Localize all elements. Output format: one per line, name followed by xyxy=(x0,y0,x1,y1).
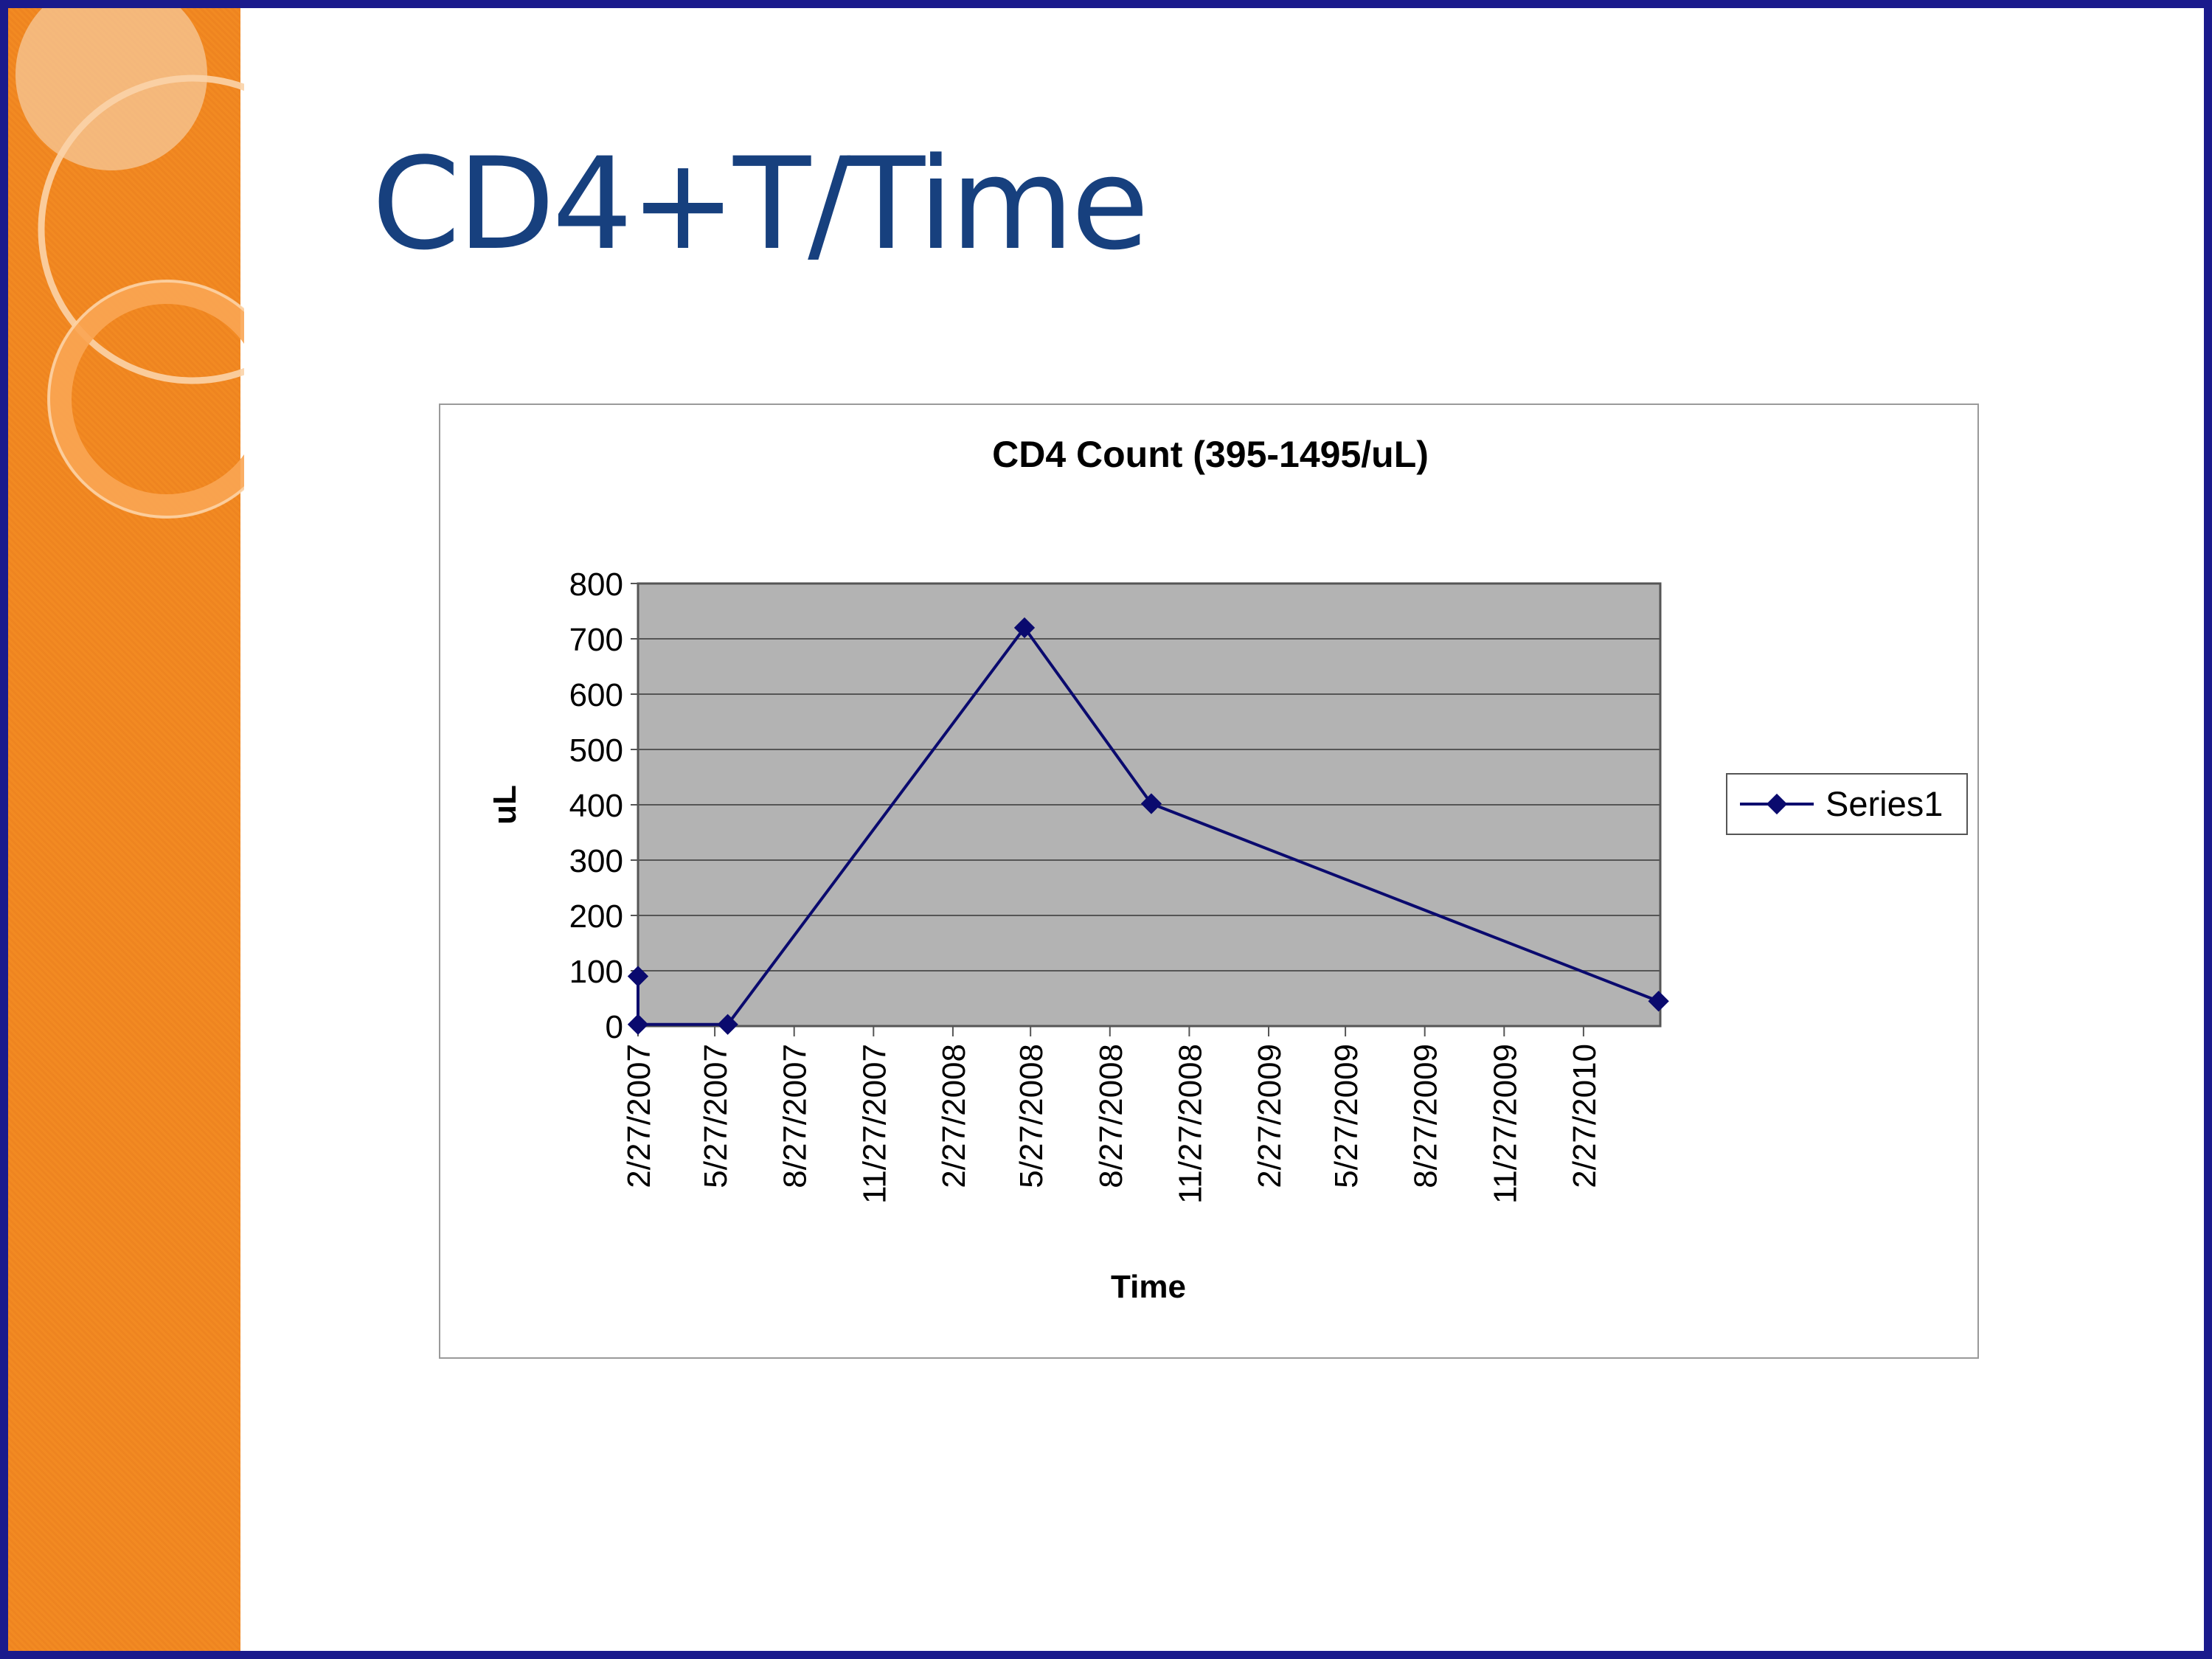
data-point xyxy=(1140,793,1162,814)
data-point xyxy=(1013,617,1036,639)
x-tick-label: 2/27/2010 xyxy=(1567,1044,1603,1188)
x-tick-label: 2/27/2007 xyxy=(621,1044,657,1188)
x-tick-label: 8/27/2007 xyxy=(777,1044,814,1188)
side-decoration xyxy=(15,8,244,519)
y-tick-label: 800 xyxy=(569,567,623,603)
y-tick-label: 700 xyxy=(569,622,623,658)
y-axis-label: uL xyxy=(487,785,523,825)
deco-ring-small-highlight xyxy=(47,280,244,519)
y-tick-label: 600 xyxy=(569,677,623,713)
y-tick-label: 0 xyxy=(606,1009,623,1045)
series-layer xyxy=(627,617,1669,1035)
y-tick-label: 500 xyxy=(569,732,623,769)
y-tick-label: 300 xyxy=(569,843,623,879)
data-point xyxy=(627,966,649,987)
data-point xyxy=(717,1014,738,1035)
x-tick-label: 11/27/2007 xyxy=(856,1044,892,1204)
x-tick-label: 5/27/2008 xyxy=(1013,1044,1050,1188)
y-tick-label: 200 xyxy=(569,898,623,935)
x-tick-label: 2/27/2009 xyxy=(1252,1044,1288,1188)
chart-title: CD4 Count (395-1495/uL) xyxy=(992,434,1429,475)
slide-title: CD4+T/Time xyxy=(372,130,1149,278)
deco-disc xyxy=(15,8,207,170)
x-tick-label: 8/27/2008 xyxy=(1093,1044,1129,1188)
legend-marker-sample xyxy=(1766,793,1788,815)
deco-ring-large xyxy=(38,75,244,384)
y-tick-label: 100 xyxy=(569,954,623,990)
deco-ring-small xyxy=(48,280,244,518)
x-tick-label: 11/27/2008 xyxy=(1172,1044,1208,1204)
y-tick-label: 400 xyxy=(569,788,623,824)
cd4-line-chart: CD4 Count (395-1495/uL) 0 100 200 300 400 500… xyxy=(487,434,1968,1305)
x-tick-label: 2/27/2008 xyxy=(936,1044,972,1188)
data-point xyxy=(627,1014,649,1035)
x-tick-labels: 2/27/2007 5/27/2007 8/27/2007 11/27/2007 2/2… xyxy=(621,1044,1603,1204)
y-tick-labels: 0 100 200 300 400 500 600 700 800 xyxy=(569,567,623,1045)
chart-frame: CD4 Count (395-1495/uL) 0 100 200 300 400 500… xyxy=(439,404,1979,1359)
x-tick-label: 11/27/2009 xyxy=(1487,1044,1523,1204)
x-tick-label: 5/27/2007 xyxy=(698,1044,734,1188)
legend-label: Series1 xyxy=(1826,784,1943,823)
x-axis-label: Time xyxy=(1111,1269,1186,1305)
x-tick-label: 5/27/2009 xyxy=(1328,1044,1365,1188)
x-tick-label: 8/27/2009 xyxy=(1408,1044,1444,1188)
legend: Series1 xyxy=(1726,773,1968,835)
side-band xyxy=(8,8,240,1651)
